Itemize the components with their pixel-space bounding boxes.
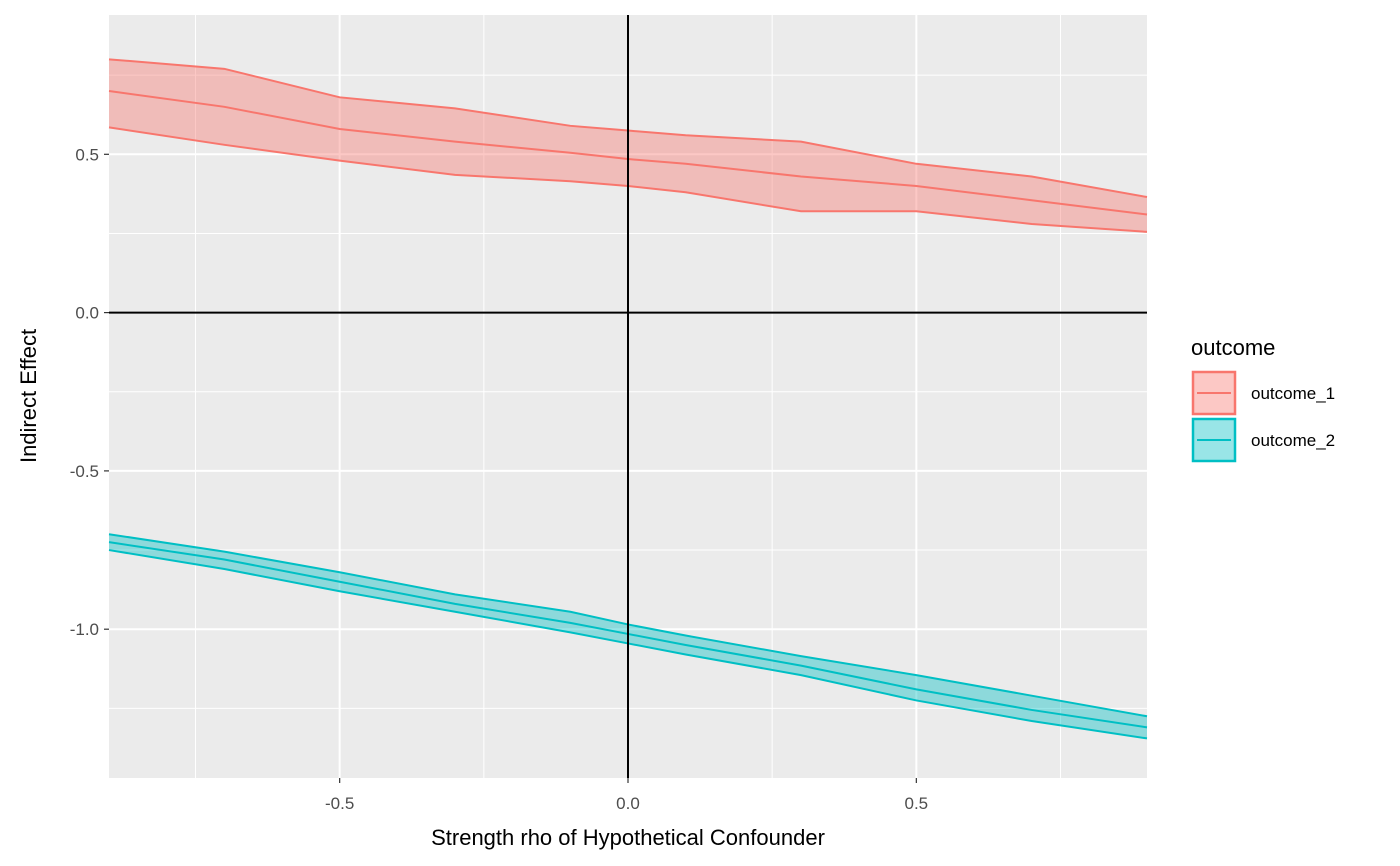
y-tick-label: -0.5 (70, 462, 99, 481)
y-tick-label: -1.0 (70, 620, 99, 639)
legend: outcome outcome_1 outcome_2 (1191, 335, 1335, 463)
x-tick-label: 0.0 (616, 794, 640, 813)
legend-title: outcome (1191, 335, 1275, 360)
legend-label-outcome_2: outcome_2 (1251, 431, 1335, 450)
y-axis-title: Indirect Effect (16, 329, 41, 463)
y-tick-label: 0.5 (75, 145, 99, 164)
x-axis-ticks: -0.5 0.0 0.5 (325, 778, 928, 813)
y-axis-ticks: 0.5 0.0 -0.5 -1.0 (70, 145, 109, 639)
reference-lines (109, 15, 1147, 778)
x-tick-label: 0.5 (905, 794, 929, 813)
x-axis-title: Strength rho of Hypothetical Confounder (431, 825, 825, 850)
y-tick-label: 0.0 (75, 304, 99, 323)
x-tick-label: -0.5 (325, 794, 354, 813)
legend-label-outcome_1: outcome_1 (1251, 384, 1335, 403)
